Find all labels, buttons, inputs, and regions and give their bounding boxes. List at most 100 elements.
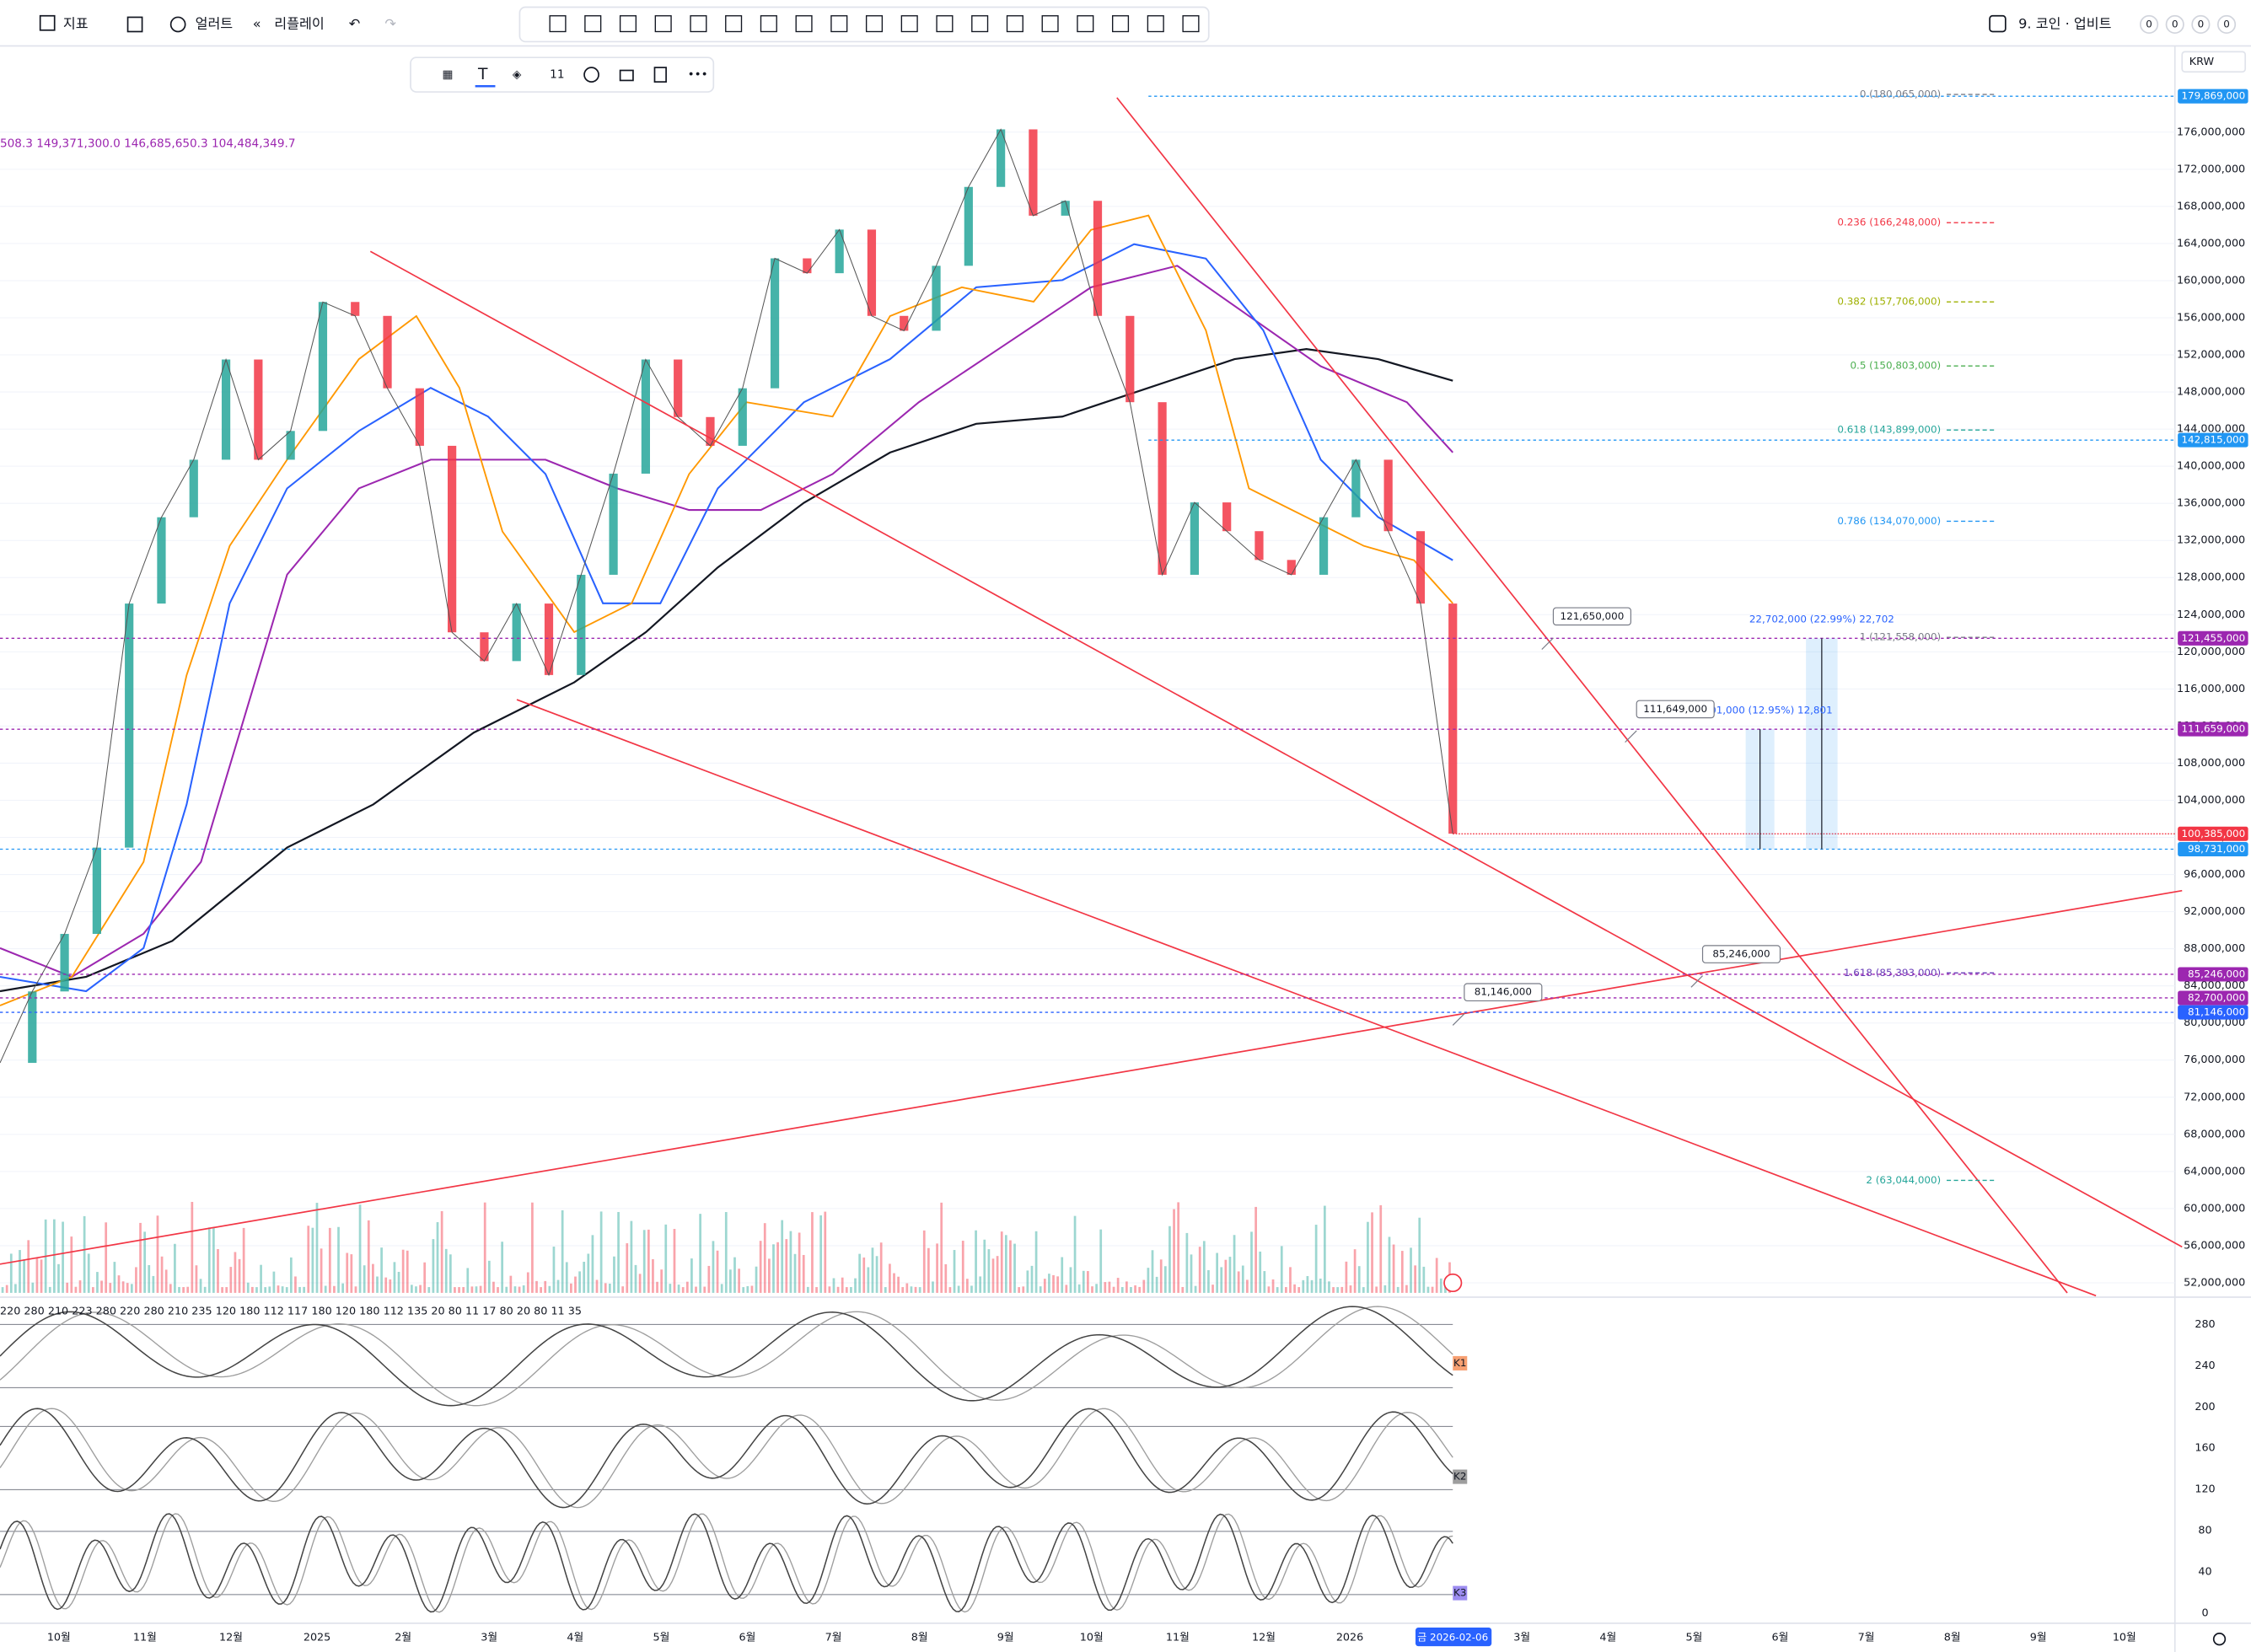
- currency-box[interactable]: [2181, 51, 2247, 73]
- volume-bar: [893, 1273, 895, 1293]
- settings-button[interactable]: [2212, 1632, 2227, 1646]
- template-icon[interactable]: ▦: [442, 68, 453, 82]
- callout-label[interactable]: 81,146,000: [1475, 986, 1532, 998]
- tool-icon[interactable]: [1006, 15, 1023, 33]
- osc-signal: [0, 1513, 1453, 1613]
- trend-line[interactable]: [369, 250, 2183, 1248]
- undo-button[interactable]: ↶: [349, 15, 361, 31]
- layout-icon[interactable]: [126, 16, 143, 33]
- tool-icon[interactable]: [795, 15, 813, 33]
- tool-icon[interactable]: [619, 15, 637, 33]
- price-badge: [2178, 826, 2248, 841]
- tool-icon[interactable]: [830, 15, 848, 33]
- volume-bar: [1104, 1282, 1107, 1293]
- volume-bar: [759, 1241, 762, 1293]
- candle: [157, 517, 166, 604]
- tool-icon[interactable]: [1182, 15, 1200, 33]
- replay-icon[interactable]: «: [253, 15, 261, 31]
- volume-bar: [850, 1287, 852, 1293]
- osc-tick-label: 40: [2198, 1566, 2211, 1579]
- tool-icon[interactable]: [1111, 15, 1130, 33]
- price-tick-label: 152,000,000: [2177, 349, 2245, 362]
- price-badge: [2178, 630, 2248, 646]
- callout-box[interactable]: [1636, 700, 1715, 719]
- volume-bar: [337, 1226, 340, 1293]
- volume-bar: [1367, 1221, 1369, 1293]
- volume-bar: [1108, 1281, 1111, 1293]
- trend-line[interactable]: [1116, 97, 2068, 1294]
- callout-box[interactable]: [1701, 945, 1781, 963]
- currency[interactable]: KRW: [2189, 56, 2215, 68]
- tool-icon[interactable]: [584, 15, 602, 33]
- counter-ring: [2140, 14, 2159, 35]
- volume-bar: [1185, 1232, 1189, 1293]
- fib-label: 2 (63,044,000): [1866, 1174, 1941, 1186]
- tool-icon[interactable]: [725, 15, 743, 33]
- callout-label[interactable]: 111,649,000: [1643, 703, 1707, 715]
- trend-line[interactable]: [0, 889, 2183, 1265]
- volume-bar: [681, 1287, 685, 1293]
- more-icon[interactable]: •••: [688, 68, 708, 82]
- candle: [221, 359, 231, 460]
- tool-icon[interactable]: [760, 15, 777, 33]
- volume-bar: [1190, 1254, 1193, 1293]
- replay-button[interactable]: 리플레이: [274, 15, 324, 31]
- volume-bar: [419, 1285, 422, 1293]
- fill-icon[interactable]: ◈: [513, 68, 522, 82]
- volume-bar: [1220, 1267, 1223, 1293]
- callout-label[interactable]: 121,650,000: [1561, 610, 1625, 622]
- volume-bar: [854, 1278, 857, 1293]
- volume-bar: [1306, 1276, 1309, 1293]
- volume-bar: [160, 1256, 164, 1293]
- volume-bar: [987, 1249, 991, 1293]
- delete-icon[interactable]: [653, 67, 667, 83]
- volume-bar: [1237, 1271, 1240, 1293]
- volume-bar: [1259, 1251, 1262, 1293]
- tool-icon[interactable]: [654, 15, 672, 33]
- time-tick-label: 10월: [47, 1631, 71, 1644]
- tool-icon[interactable]: [549, 15, 567, 33]
- tool-icon[interactable]: [1077, 15, 1094, 33]
- callout-label[interactable]: 85,246,000: [1712, 948, 1770, 960]
- tool-icon[interactable]: [971, 15, 989, 33]
- alert-icon[interactable]: [169, 16, 186, 33]
- tool-icon[interactable]: [936, 15, 954, 33]
- indicator-icon[interactable]: [39, 14, 56, 31]
- tool-icon[interactable]: [1041, 15, 1059, 33]
- callout-pointer: [1690, 975, 1703, 988]
- redo-button[interactable]: ↷: [384, 15, 396, 31]
- volume-bar: [979, 1276, 982, 1293]
- volume-bar: [475, 1286, 478, 1293]
- fib-label: 0.618 (143,899,000): [1837, 424, 1941, 436]
- volume-bar: [742, 1287, 745, 1293]
- tool-icon[interactable]: [1147, 15, 1164, 33]
- measure-label: 22,702,000 (22.99%) 22,702: [1749, 614, 1894, 625]
- volume-bar: [703, 1286, 706, 1293]
- live-icon[interactable]: [1443, 1273, 1463, 1293]
- osc-tick-label: 0: [2201, 1606, 2208, 1619]
- time-tick-label: 3월: [1513, 1631, 1530, 1644]
- volume-bar: [1155, 1276, 1158, 1293]
- tool-icon[interactable]: [865, 15, 884, 33]
- moving-averages: [0, 214, 1453, 1006]
- callout-box[interactable]: [1464, 983, 1543, 1002]
- time-tick-label: 7월: [1858, 1631, 1875, 1644]
- counter: 0: [2198, 18, 2205, 30]
- candle: [738, 388, 747, 446]
- callout-box[interactable]: [1552, 607, 1631, 626]
- tool-icon[interactable]: [900, 15, 918, 33]
- volume-bar: [191, 1201, 194, 1293]
- text-color-icon[interactable]: T: [477, 66, 488, 83]
- volume-bar: [845, 1287, 848, 1293]
- checkbox[interactable]: [1989, 14, 2007, 33]
- indicators-button[interactable]: 지표: [63, 15, 89, 31]
- alerts-button[interactable]: 얼러트: [196, 15, 234, 31]
- settings-icon[interactable]: [583, 67, 599, 83]
- volume-bar: [1431, 1286, 1434, 1293]
- font-size[interactable]: 11: [550, 68, 564, 82]
- tool-icon[interactable]: [690, 15, 707, 33]
- volume-bar: [1056, 1276, 1059, 1293]
- candle: [1351, 459, 1361, 518]
- volume-bar: [130, 1284, 133, 1293]
- lock-icon[interactable]: [619, 69, 634, 82]
